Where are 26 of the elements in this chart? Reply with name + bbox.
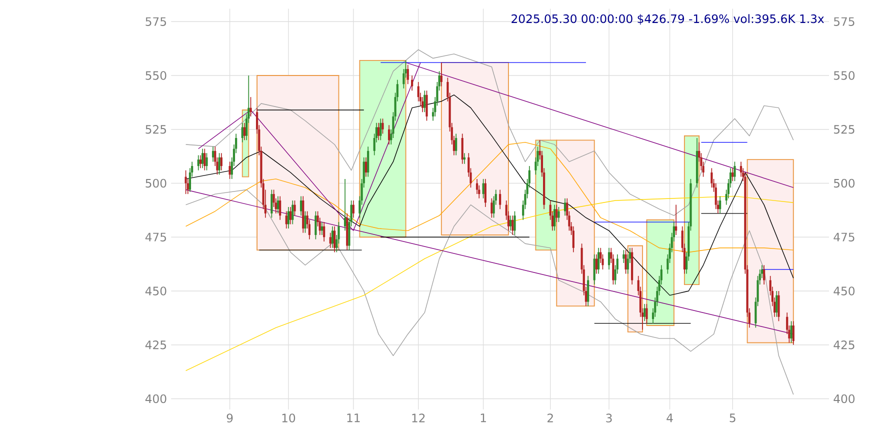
y-tick-label: 500: [146, 178, 166, 188]
x-tick-label: 4: [666, 414, 673, 422]
y2-tick-label: 550: [834, 71, 855, 80]
x-tick-label: 2: [548, 414, 553, 422]
y-tick-label: 400: [145, 394, 166, 404]
y2-tick-label: 425: [834, 340, 854, 350]
x-tick-label: 9: [226, 414, 233, 422]
x-tick-label: 5: [730, 414, 736, 422]
y-tick-label: 475: [145, 232, 166, 242]
y-tick-label: 525: [146, 124, 166, 134]
y2-tick-label: 525: [834, 124, 854, 134]
y2-tick-label: 475: [834, 232, 854, 242]
x-tick-label: 11: [347, 414, 360, 422]
y-tick-label: 425: [145, 340, 166, 350]
x-tick-label: 12: [412, 414, 425, 422]
x-tick-label: 1: [480, 414, 486, 422]
y2-tick-label: 575: [834, 17, 854, 26]
chart-title: 2025.05.30 00:00:00 $426.79 -1.69% vol:395.6K 1.3x: [512, 14, 824, 25]
y-tick-label: 550: [146, 71, 166, 80]
x-tick-label: 10: [282, 414, 296, 422]
y2-tick-label: 400: [834, 394, 855, 404]
y2-tick-label: 450: [834, 286, 855, 296]
x-tick-label: 3: [606, 414, 612, 422]
y2-tick-label: 500: [834, 178, 855, 188]
y-tick-label: 450: [145, 286, 166, 296]
y-tick-label: 575: [146, 17, 166, 26]
